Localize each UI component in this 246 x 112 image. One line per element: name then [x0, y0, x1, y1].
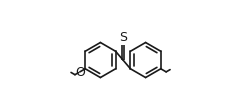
Text: O: O — [75, 66, 85, 79]
Text: S: S — [119, 31, 127, 44]
